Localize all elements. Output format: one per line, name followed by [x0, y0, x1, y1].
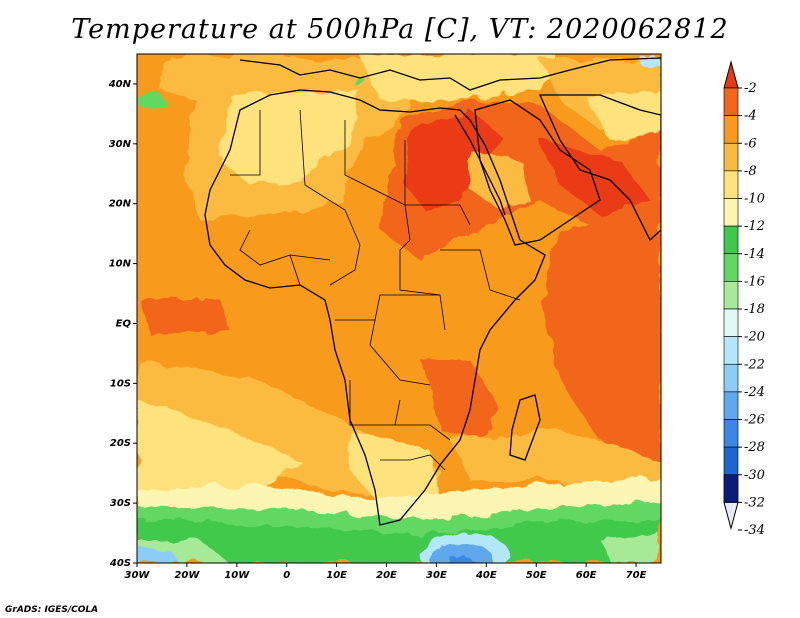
colorbar-label: -34	[744, 523, 765, 538]
colorbar-label: -4	[744, 109, 757, 124]
y-tick-label: 40N	[108, 79, 132, 90]
colorbar-swatch	[723, 225, 739, 255]
colorbar-bottom-arrow	[723, 501, 739, 531]
colorbar-top-arrow	[723, 60, 739, 89]
colorbar-swatch	[723, 253, 739, 282]
x-tick-label: 30E	[426, 570, 447, 581]
colorbar-swatch	[723, 115, 739, 144]
colorbar-swatch	[723, 474, 739, 503]
x-tick-label: 50E	[526, 570, 547, 581]
country-borders	[230, 109, 521, 471]
colorbar-label: -16	[744, 274, 765, 289]
colorbar-label: -22	[744, 357, 765, 372]
colorbar-label: -24	[744, 385, 765, 400]
colorbar-swatch	[723, 308, 739, 337]
y-tick-label: 20N	[109, 199, 132, 210]
x-tick-label: 10E	[326, 570, 347, 581]
colorbar-label: -2	[744, 81, 757, 96]
y-tick-label: EQ	[116, 318, 132, 329]
y-tick-label: 30N	[109, 139, 132, 150]
chart-title: Temperature at 500hPa [C], VT: 202006281…	[71, 14, 729, 45]
y-tick-label: 10N	[109, 259, 132, 270]
colorbar-label: -10	[744, 192, 765, 207]
credit-text: GrADS: IGES/COLA	[5, 605, 99, 615]
x-tick-label: 0	[283, 570, 290, 581]
x-tick-label: 30W	[125, 570, 151, 581]
colorbar-swatch	[723, 363, 739, 393]
colorbar-label: -18	[744, 302, 765, 317]
x-tick-label: 20W	[174, 570, 200, 581]
colorbar-swatch	[723, 419, 739, 448]
y-tick-label: 40S	[109, 558, 131, 569]
colorbar-swatch	[723, 142, 739, 172]
colorbar-swatch	[723, 391, 739, 420]
colorbar-swatch	[723, 198, 739, 227]
colorbar-swatch	[723, 281, 739, 310]
colorbar-swatch	[723, 336, 739, 365]
y-tick-label: 10S	[110, 378, 131, 389]
x-tick-label: 40E	[475, 570, 497, 581]
y-tick-label: 20S	[110, 438, 131, 449]
x-axis: 30W 20W 10W 0 10E 20E 30E 40E 50E 60E 70E	[125, 563, 647, 581]
colorbar-label: -8	[744, 164, 757, 179]
colorbar-label: -28	[744, 440, 765, 455]
colorbar-label: -26	[744, 413, 765, 428]
colorbar-swatch	[723, 446, 739, 476]
plot-frame	[136, 53, 662, 564]
colorbar-label: -14	[744, 247, 765, 262]
x-tick-label: 60E	[576, 570, 597, 581]
colorbar-label: -6	[744, 136, 757, 151]
colorbar-swatch	[723, 170, 739, 199]
colorbar-label: -12	[744, 219, 765, 234]
x-tick-label: 20E	[376, 570, 397, 581]
y-axis: 40N 30N 20N 10N EQ 10S 20S 30S 40S	[108, 79, 137, 569]
colorbar-label: -20	[744, 330, 765, 345]
colorbar-label: -30	[744, 468, 765, 483]
colorbar-swatch	[723, 87, 739, 116]
x-tick-label: 70E	[626, 570, 647, 581]
coastlines	[204, 57, 661, 526]
x-tick-label: 10W	[224, 570, 250, 581]
temperature-field	[137, 54, 661, 563]
colorbar: -2 -4 -6 -8 -10 -12 -14 -16 -18 -20 -22 -24 -26 -28 -3…	[723, 60, 765, 538]
colorbar-label: -32	[744, 495, 765, 510]
y-tick-label: 30S	[110, 498, 131, 509]
